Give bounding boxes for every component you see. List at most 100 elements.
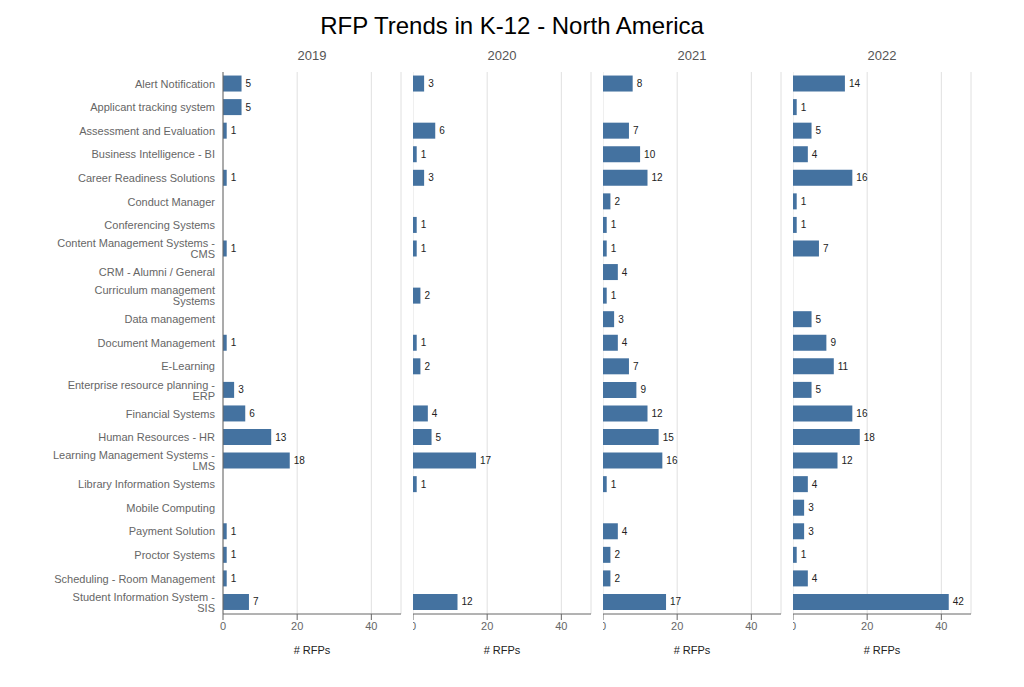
svg-text:12: 12	[652, 408, 664, 419]
svg-text:4: 4	[622, 267, 628, 278]
svg-text:1: 1	[801, 549, 807, 560]
svg-text:7: 7	[633, 361, 639, 372]
svg-text:4: 4	[432, 408, 438, 419]
svg-text:2: 2	[614, 196, 620, 207]
svg-text:1: 1	[231, 172, 237, 183]
svg-text:4: 4	[812, 479, 818, 490]
svg-text:# RFPs: # RFPs	[294, 644, 331, 656]
svg-text:Applicant tracking system: Applicant tracking system	[90, 101, 215, 113]
svg-text:Assessment and Evaluation: Assessment and Evaluation	[79, 125, 215, 137]
svg-text:5: 5	[816, 314, 822, 325]
svg-text:Curriculum managementSystems: Curriculum managementSystems	[95, 284, 216, 307]
svg-text:1: 1	[421, 479, 427, 490]
svg-text:17: 17	[480, 455, 492, 466]
svg-text:18: 18	[864, 432, 876, 443]
svg-text:16: 16	[856, 172, 868, 183]
svg-text:9: 9	[640, 384, 646, 395]
svg-text:7: 7	[823, 243, 829, 254]
svg-text:6: 6	[249, 408, 255, 419]
svg-text:2: 2	[424, 290, 430, 301]
svg-text:1: 1	[231, 125, 237, 136]
svg-text:3: 3	[428, 172, 434, 183]
svg-text:42: 42	[953, 596, 965, 607]
svg-text:# RFPs: # RFPs	[484, 644, 521, 656]
svg-text:5: 5	[816, 125, 822, 136]
svg-text:8: 8	[637, 78, 643, 89]
svg-text:4: 4	[812, 149, 818, 160]
svg-text:4: 4	[622, 337, 628, 348]
svg-text:12: 12	[842, 455, 854, 466]
svg-text:0: 0	[220, 620, 226, 632]
svg-text:3: 3	[808, 502, 814, 513]
svg-text:2: 2	[424, 361, 430, 372]
svg-text:Data management: Data management	[125, 313, 216, 325]
svg-text:CRM - Alumni / General: CRM - Alumni / General	[99, 266, 215, 278]
svg-text:1: 1	[231, 549, 237, 560]
svg-text:17: 17	[670, 596, 682, 607]
svg-text:Library Information Systems: Library Information Systems	[78, 478, 215, 490]
svg-text:13: 13	[275, 432, 287, 443]
svg-text:# RFPs: # RFPs	[864, 644, 901, 656]
svg-text:40: 40	[935, 620, 947, 632]
svg-text:40: 40	[745, 620, 757, 632]
svg-text:Document Management: Document Management	[98, 337, 215, 349]
svg-text:40: 40	[365, 620, 377, 632]
svg-text:1: 1	[231, 337, 237, 348]
svg-text:Career Readiness Solutions: Career Readiness Solutions	[78, 172, 215, 184]
svg-text:1: 1	[421, 149, 427, 160]
svg-text:20: 20	[671, 620, 683, 632]
svg-text:1: 1	[231, 573, 237, 584]
svg-text:0: 0	[413, 620, 416, 632]
svg-text:12: 12	[462, 596, 474, 607]
svg-text:Financial Systems: Financial Systems	[126, 408, 216, 420]
svg-text:Mobile Computing: Mobile Computing	[126, 502, 215, 514]
svg-text:3: 3	[428, 78, 434, 89]
svg-text:5: 5	[246, 102, 252, 113]
svg-text:# RFPs: # RFPs	[674, 644, 711, 656]
svg-text:4: 4	[622, 526, 628, 537]
svg-text:Conferencing Systems: Conferencing Systems	[104, 219, 215, 231]
svg-text:40: 40	[555, 620, 567, 632]
svg-text:1: 1	[801, 196, 807, 207]
svg-text:Business Intelligence - BI: Business Intelligence - BI	[91, 148, 215, 160]
svg-text:9: 9	[830, 337, 836, 348]
svg-text:3: 3	[618, 314, 624, 325]
svg-text:0: 0	[603, 620, 606, 632]
svg-text:1: 1	[421, 337, 427, 348]
svg-text:11: 11	[838, 361, 849, 372]
svg-text:5: 5	[246, 78, 252, 89]
svg-text:2: 2	[614, 549, 620, 560]
svg-text:3: 3	[808, 526, 814, 537]
svg-text:12: 12	[652, 172, 664, 183]
svg-text:7: 7	[253, 596, 259, 607]
svg-text:2: 2	[614, 573, 620, 584]
svg-text:14: 14	[849, 78, 861, 89]
svg-text:7: 7	[633, 125, 639, 136]
svg-text:5: 5	[436, 432, 442, 443]
svg-text:Payment Solution: Payment Solution	[129, 525, 215, 537]
svg-text:0: 0	[793, 620, 796, 632]
svg-text:Proctor Systems: Proctor Systems	[134, 549, 215, 561]
svg-text:5: 5	[816, 384, 822, 395]
svg-text:E-Learning: E-Learning	[161, 360, 215, 372]
svg-text:Content Management Systems -CM: Content Management Systems -CMS	[57, 237, 215, 260]
svg-text:1: 1	[611, 243, 617, 254]
svg-text:1: 1	[611, 479, 617, 490]
svg-text:Learning Management Systems -L: Learning Management Systems -LMS	[53, 449, 215, 472]
svg-text:20: 20	[481, 620, 493, 632]
svg-text:20: 20	[291, 620, 303, 632]
svg-text:6: 6	[439, 125, 445, 136]
svg-text:1: 1	[231, 526, 237, 537]
svg-text:Enterprise resource planning -: Enterprise resource planning -ERP	[68, 379, 216, 402]
svg-text:Scheduling - Room Management: Scheduling - Room Management	[54, 573, 215, 585]
svg-text:Conduct Manager: Conduct Manager	[128, 196, 216, 208]
svg-text:Human Resources - HR: Human Resources - HR	[98, 431, 215, 443]
svg-text:18: 18	[294, 455, 306, 466]
svg-text:16: 16	[666, 455, 678, 466]
svg-text:1: 1	[421, 243, 427, 254]
svg-text:1: 1	[801, 219, 807, 230]
svg-text:1: 1	[611, 219, 617, 230]
svg-text:16: 16	[856, 408, 868, 419]
svg-text:1: 1	[801, 102, 807, 113]
svg-text:3: 3	[238, 384, 244, 395]
